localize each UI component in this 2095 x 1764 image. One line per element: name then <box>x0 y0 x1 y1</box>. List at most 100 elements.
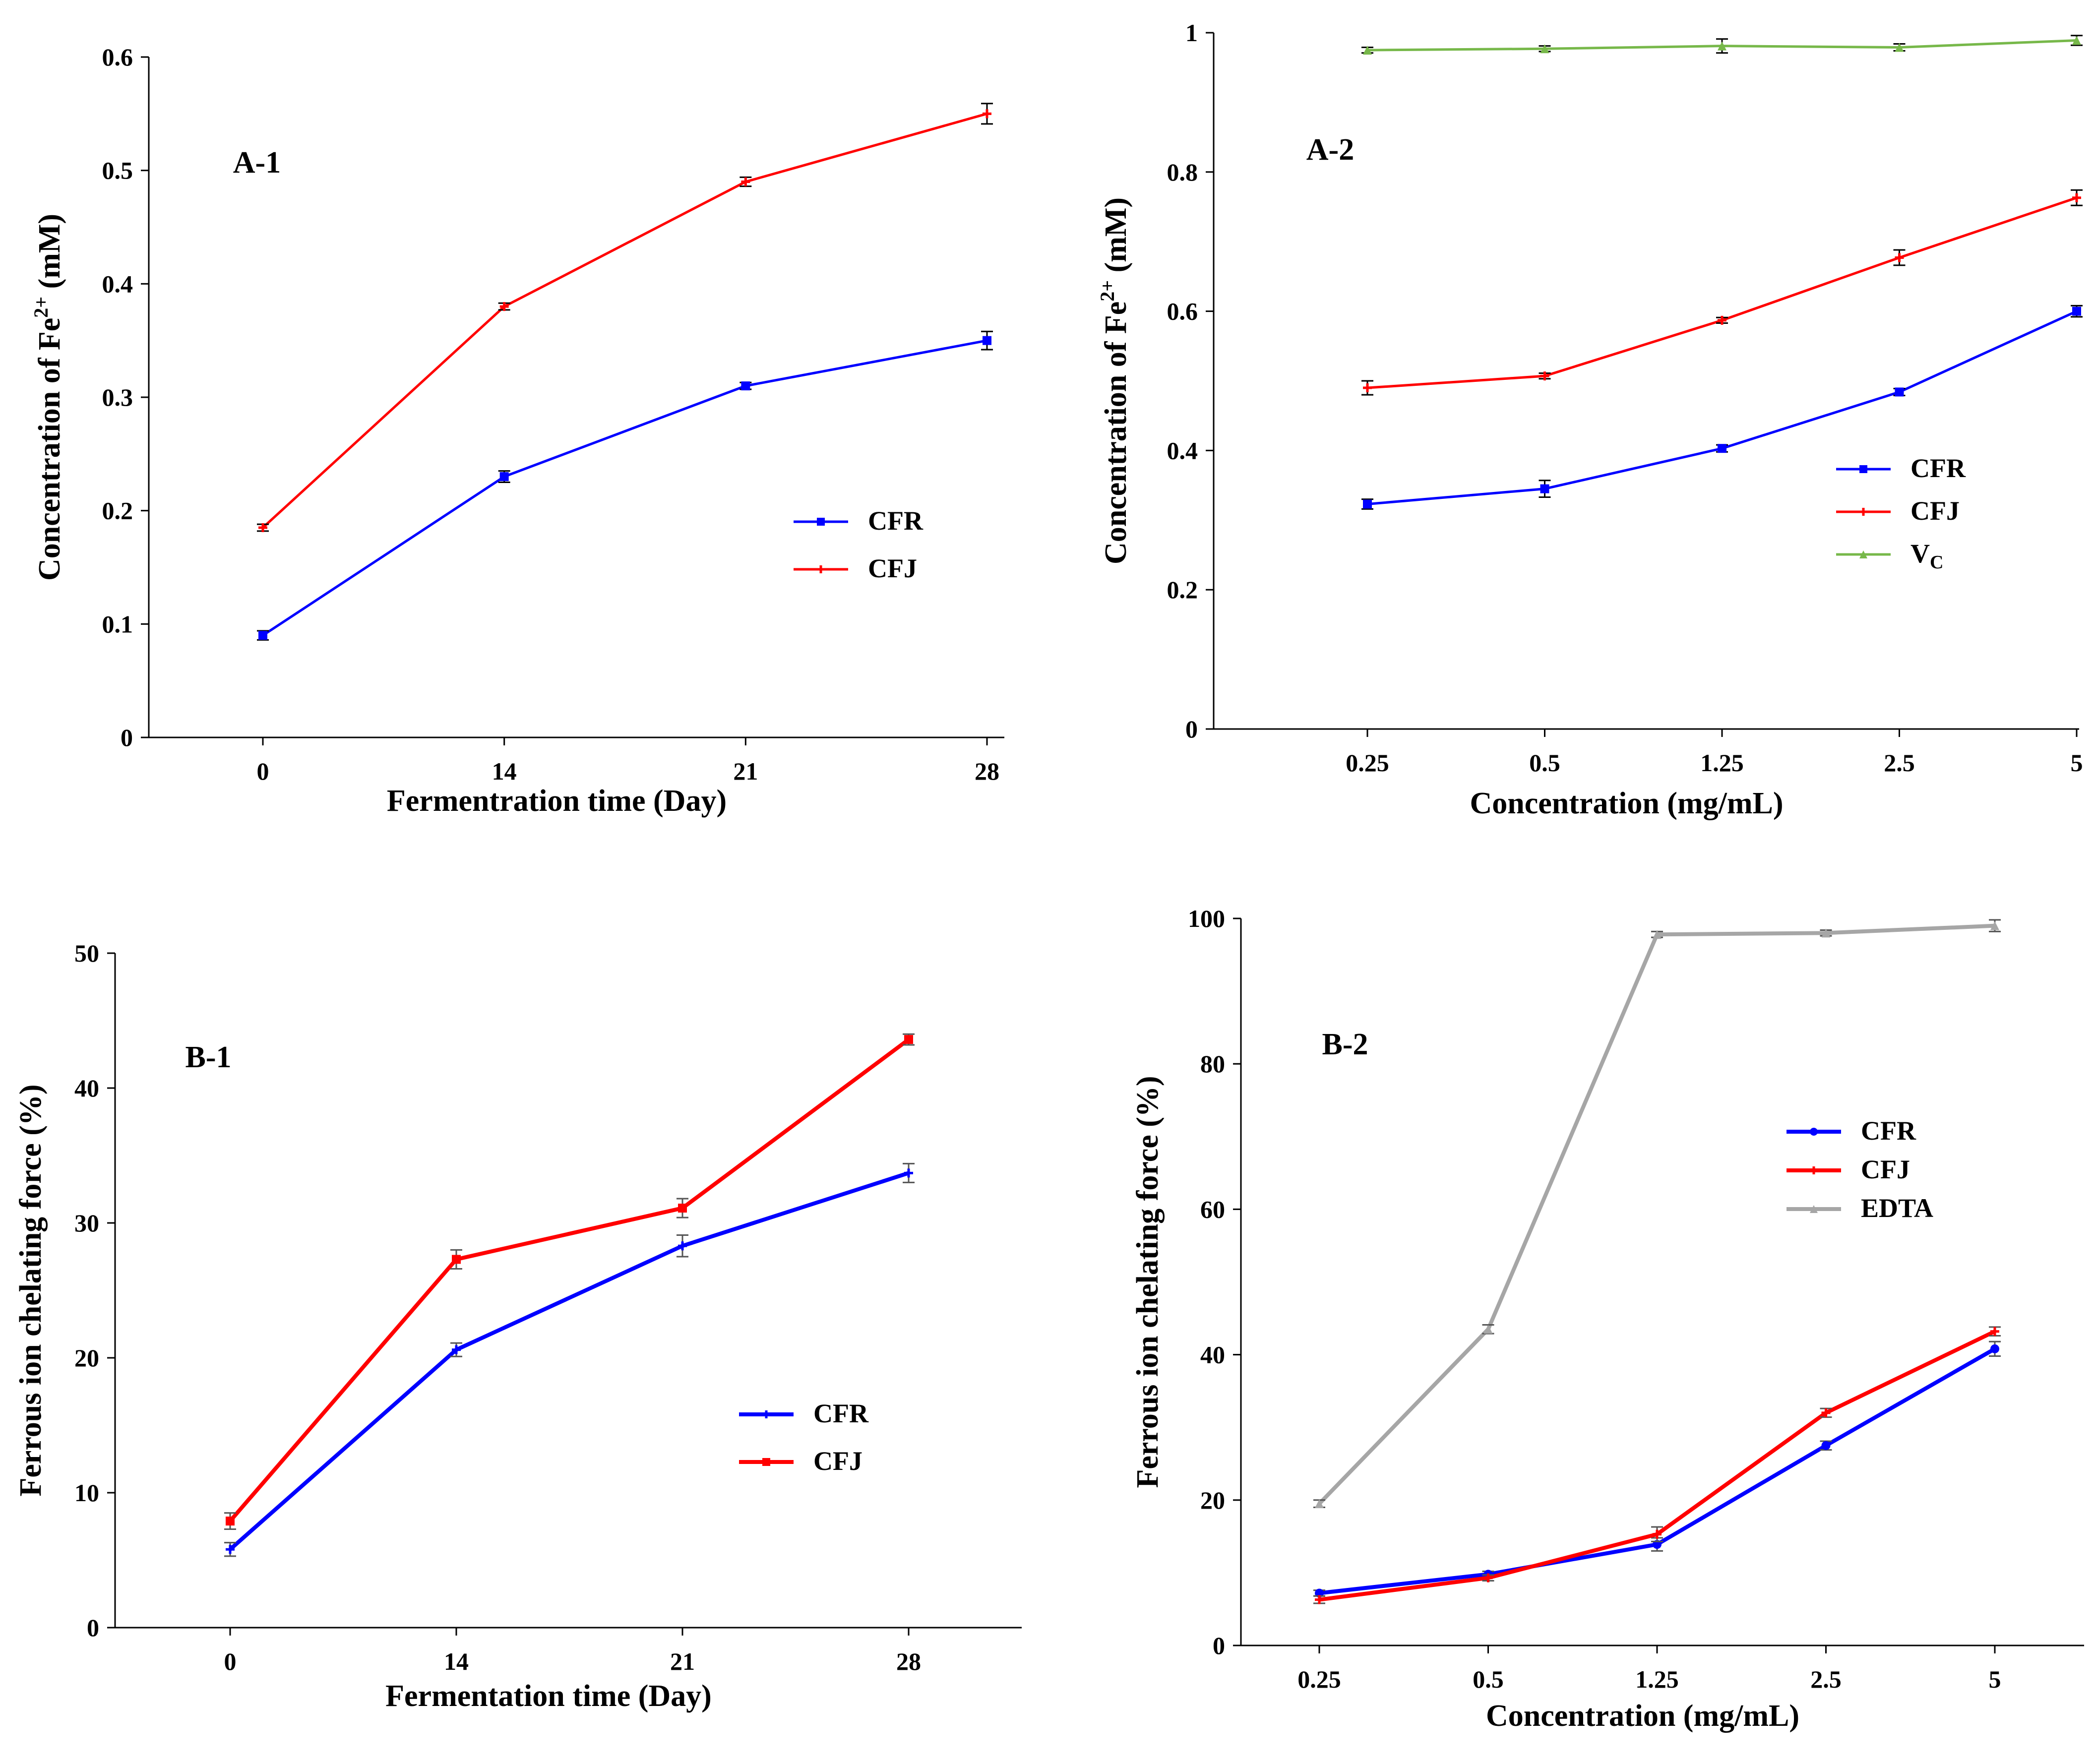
y-tick-label: 20 <box>1200 1486 1225 1514</box>
data-point <box>1363 46 1372 55</box>
data-point <box>226 1545 235 1554</box>
data-point <box>226 1517 235 1526</box>
x-tick-label: 0 <box>224 1647 237 1675</box>
data-point <box>904 1035 913 1044</box>
data-point <box>2072 36 2081 45</box>
panel-label: B-2 <box>1322 1028 1368 1061</box>
data-point <box>499 302 509 311</box>
data-point <box>1895 253 1904 262</box>
series-line <box>1319 1347 1996 1595</box>
series-edta <box>1313 919 2001 1509</box>
legend-entry: CFJ <box>1836 496 1960 526</box>
chart-a2: 0 0.2 0.4 0.6 0.8 1 0.25 0.5 1.25 2.5 5 Concentrati… <box>1048 0 2095 863</box>
legend-marker <box>817 518 825 526</box>
series-line <box>1367 310 2078 505</box>
legend-entry: CFJ <box>739 1446 863 1476</box>
y-tick-label: 0.2 <box>102 497 133 525</box>
y-tick-label: 0.5 <box>102 157 133 184</box>
y-tick-label: 0.1 <box>102 610 133 638</box>
legend-marker <box>1859 465 1867 473</box>
series-v <box>1361 35 2083 55</box>
y-tick-label: 100 <box>1188 905 1225 932</box>
y-tick-label: 10 <box>74 1479 99 1507</box>
data-point <box>1990 1327 1999 1336</box>
data-point <box>983 336 991 345</box>
y-tick-label: 0.2 <box>1167 576 1198 604</box>
data-point <box>904 1168 913 1178</box>
data-point <box>1483 1325 1493 1334</box>
y-tick-label: 0.4 <box>1167 436 1198 464</box>
data-point <box>1363 499 1372 509</box>
data-point <box>1895 387 1904 397</box>
data-point <box>1821 928 1831 938</box>
chart-b2-svg: 0 20 40 60 80 100 0.25 0.5 1.25 2.5 5 Concentration… <box>1131 905 2084 1733</box>
data-point <box>1718 444 1726 453</box>
legend-label: CFR <box>868 506 924 536</box>
x-tick-label: 5 <box>1989 1665 2001 1693</box>
x-tick-label: 0.5 <box>1529 749 1560 777</box>
panel-label: A-1 <box>233 146 281 180</box>
y-axis-label: Concentration of Fe2+ (mM) <box>1096 197 1133 564</box>
panel-label: B-1 <box>185 1040 232 1074</box>
data-point <box>1540 44 1549 54</box>
data-point <box>983 109 991 119</box>
chart-a1-svg: 0 0.1 0.2 0.3 0.4 0.5 0.6 0 14 21 28 Fermentration … <box>30 43 1004 818</box>
x-tick-label: 21 <box>670 1647 695 1675</box>
x-tick-label: 1.25 <box>1635 1665 1679 1693</box>
y-tick-label: 0 <box>121 724 133 751</box>
y-tick-label: 80 <box>1200 1050 1225 1078</box>
series-cfr <box>224 1162 915 1557</box>
series-cfj <box>1361 189 2083 396</box>
y-tick-label: 50 <box>74 939 99 967</box>
series-line <box>262 339 987 637</box>
legend-label: VC <box>1910 539 1943 573</box>
x-tick-label: 28 <box>975 757 999 785</box>
data-point <box>1895 43 1904 52</box>
series-line <box>228 1037 910 1522</box>
data-point <box>1540 484 1549 493</box>
x-axis-label: Concentration (mg/mL) <box>1486 1699 1799 1733</box>
data-point <box>1483 1573 1493 1582</box>
data-point <box>452 1255 461 1264</box>
data-point <box>2072 193 2081 202</box>
y-tick-label: 1 <box>1185 19 1198 47</box>
legend-label: CFJ <box>1861 1155 1910 1184</box>
legend-entry: CFJ <box>1787 1155 1910 1184</box>
data-point <box>258 523 267 532</box>
x-axis-label: Fermentration time (Day) <box>387 784 727 818</box>
y-axis-label: Ferrous ion chelating force (%) <box>14 1084 48 1496</box>
legend-label: CFR <box>1861 1116 1916 1146</box>
y-tick-label: 60 <box>1200 1195 1225 1223</box>
series-cfr <box>257 330 993 641</box>
legend-marker <box>1859 550 1867 558</box>
series-cfj <box>1313 1326 2001 1604</box>
data-point <box>499 472 509 482</box>
series-cfr <box>1313 1340 2001 1598</box>
y-tick-label: 20 <box>74 1344 99 1372</box>
data-point <box>1821 1408 1831 1417</box>
chart-a1: 0 0.1 0.2 0.3 0.4 0.5 0.6 0 14 21 28 Fermentration … <box>0 0 1048 863</box>
y-tick-label: 0 <box>87 1614 99 1642</box>
legend-entry: CFR <box>1787 1116 1916 1146</box>
legend-marker <box>1810 1166 1818 1174</box>
data-point <box>1653 930 1662 939</box>
legend-marker <box>762 1458 770 1466</box>
data-point <box>1315 1595 1324 1604</box>
x-tick-label: 1.25 <box>1700 749 1744 777</box>
data-point <box>1718 315 1726 325</box>
x-tick-label: 14 <box>492 757 517 785</box>
x-axis-label: Concentration (mg/mL) <box>1470 787 1784 820</box>
data-point <box>1315 1499 1324 1509</box>
legend-label: CFR <box>813 1399 869 1428</box>
legend-marker <box>1810 1205 1818 1213</box>
legend-entry: VC <box>1836 539 1943 573</box>
legend-marker <box>817 565 825 573</box>
y-axis-label: Concentration of Fe2+ (mM) <box>30 214 66 581</box>
y-tick-label: 0.6 <box>1167 298 1198 325</box>
data-point <box>1363 383 1372 393</box>
data-point <box>258 631 267 640</box>
y-tick-label: 0.4 <box>102 270 133 298</box>
legend-marker <box>762 1410 770 1418</box>
x-tick-label: 0.25 <box>1297 1665 1341 1693</box>
x-tick-label: 0 <box>257 757 269 785</box>
